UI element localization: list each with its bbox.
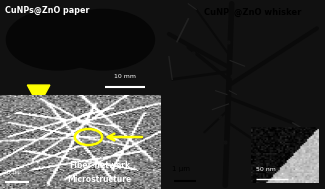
Text: Fiber-network: Fiber-network (69, 161, 130, 170)
Text: 1 μm: 1 μm (172, 166, 190, 172)
Text: 50 nm: 50 nm (256, 167, 276, 172)
Circle shape (51, 9, 154, 70)
Text: CuNPs@ZnO whisker: CuNPs@ZnO whisker (204, 8, 301, 17)
Text: 10 mm: 10 mm (114, 74, 136, 79)
Text: Microstructure: Microstructure (68, 175, 132, 184)
Text: CuNPs@ZnO paper: CuNPs@ZnO paper (5, 6, 89, 15)
Circle shape (6, 9, 110, 70)
Polygon shape (27, 85, 50, 106)
Text: 20 μm: 20 μm (3, 170, 22, 175)
